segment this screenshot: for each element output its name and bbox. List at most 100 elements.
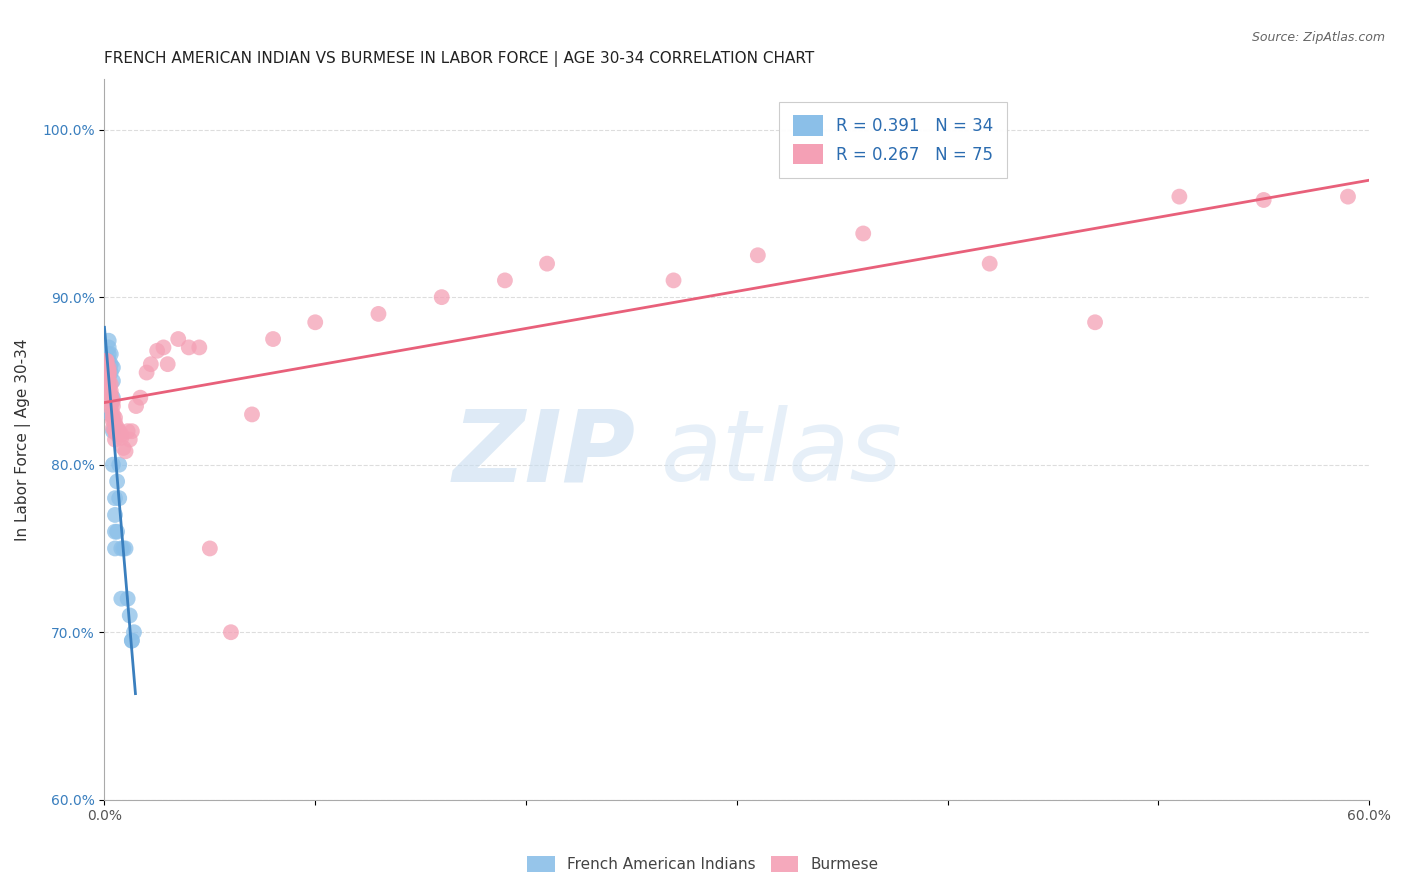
Point bbox=[96, 360, 118, 375]
Point bbox=[125, 399, 148, 413]
Point bbox=[101, 394, 124, 409]
Point bbox=[104, 410, 127, 425]
Point bbox=[101, 408, 124, 422]
Point bbox=[219, 625, 242, 640]
Point bbox=[97, 360, 120, 375]
Point bbox=[304, 315, 326, 329]
Point bbox=[146, 343, 169, 358]
Point bbox=[121, 633, 143, 648]
Point bbox=[100, 387, 122, 401]
Point bbox=[494, 273, 516, 287]
Point bbox=[104, 524, 127, 539]
Point bbox=[118, 608, 141, 623]
Text: atlas: atlas bbox=[661, 406, 903, 502]
Point bbox=[167, 332, 190, 346]
Point bbox=[108, 458, 131, 472]
Point bbox=[97, 370, 120, 384]
Point bbox=[97, 360, 120, 375]
Point bbox=[117, 591, 139, 606]
Point bbox=[97, 340, 120, 354]
Point bbox=[97, 366, 120, 380]
Point bbox=[1084, 315, 1107, 329]
Point bbox=[105, 427, 128, 442]
Point bbox=[104, 491, 127, 506]
Point bbox=[96, 360, 118, 375]
Point bbox=[105, 475, 128, 489]
Point bbox=[121, 633, 143, 648]
Point bbox=[262, 332, 284, 346]
Point bbox=[97, 347, 120, 361]
Point bbox=[101, 360, 124, 375]
Point bbox=[96, 360, 118, 375]
Point bbox=[198, 541, 221, 556]
Point bbox=[97, 364, 120, 378]
Point bbox=[156, 357, 179, 371]
Point bbox=[97, 374, 120, 388]
Point bbox=[121, 424, 143, 438]
Point bbox=[852, 227, 875, 241]
Point bbox=[100, 401, 122, 415]
Point bbox=[105, 421, 128, 435]
Point bbox=[104, 508, 127, 522]
Point bbox=[110, 541, 132, 556]
Point bbox=[96, 357, 118, 371]
Point bbox=[108, 491, 131, 506]
Point bbox=[100, 394, 122, 409]
Point bbox=[114, 541, 136, 556]
Point bbox=[96, 364, 118, 378]
Point bbox=[114, 444, 136, 458]
Point bbox=[97, 368, 120, 382]
Point bbox=[97, 387, 120, 401]
Point bbox=[101, 391, 124, 405]
Point bbox=[129, 391, 152, 405]
Point bbox=[110, 591, 132, 606]
Point bbox=[100, 408, 122, 422]
Point bbox=[101, 424, 124, 438]
Point bbox=[135, 366, 157, 380]
Point bbox=[139, 357, 162, 371]
Point bbox=[96, 360, 118, 375]
Point bbox=[430, 290, 453, 304]
Legend: R = 0.391   N = 34, R = 0.267   N = 75: R = 0.391 N = 34, R = 0.267 N = 75 bbox=[779, 102, 1007, 178]
Point bbox=[110, 427, 132, 442]
Point bbox=[100, 394, 122, 409]
Point bbox=[105, 524, 128, 539]
Text: Source: ZipAtlas.com: Source: ZipAtlas.com bbox=[1251, 31, 1385, 45]
Point bbox=[662, 273, 685, 287]
Text: FRENCH AMERICAN INDIAN VS BURMESE IN LABOR FORCE | AGE 30-34 CORRELATION CHART: FRENCH AMERICAN INDIAN VS BURMESE IN LAB… bbox=[104, 51, 814, 67]
Point bbox=[117, 424, 139, 438]
Point bbox=[1168, 189, 1191, 203]
Point bbox=[96, 353, 118, 368]
Point bbox=[100, 384, 122, 398]
Point bbox=[747, 248, 769, 262]
Point bbox=[105, 424, 128, 438]
Point bbox=[97, 381, 120, 395]
Point bbox=[101, 410, 124, 425]
Point bbox=[101, 458, 124, 472]
Point bbox=[104, 416, 127, 430]
Point bbox=[100, 357, 122, 371]
Y-axis label: In Labor Force | Age 30-34: In Labor Force | Age 30-34 bbox=[15, 338, 31, 541]
Point bbox=[240, 408, 263, 422]
Point bbox=[96, 353, 118, 368]
Point bbox=[97, 353, 120, 368]
Point bbox=[188, 340, 211, 354]
Point bbox=[177, 340, 200, 354]
Point bbox=[96, 368, 118, 382]
Point bbox=[104, 424, 127, 438]
Point bbox=[536, 257, 558, 271]
Point bbox=[110, 431, 132, 445]
Point bbox=[122, 625, 145, 640]
Point bbox=[112, 441, 135, 455]
Point bbox=[1337, 189, 1360, 203]
Point bbox=[97, 384, 120, 398]
Point bbox=[108, 424, 131, 438]
Point bbox=[100, 377, 122, 392]
Point bbox=[101, 414, 124, 428]
Legend: French American Indians, Burmese: French American Indians, Burmese bbox=[520, 848, 886, 880]
Point bbox=[112, 541, 135, 556]
Point bbox=[97, 334, 120, 348]
Point bbox=[152, 340, 174, 354]
Point bbox=[96, 353, 118, 368]
Point bbox=[101, 374, 124, 388]
